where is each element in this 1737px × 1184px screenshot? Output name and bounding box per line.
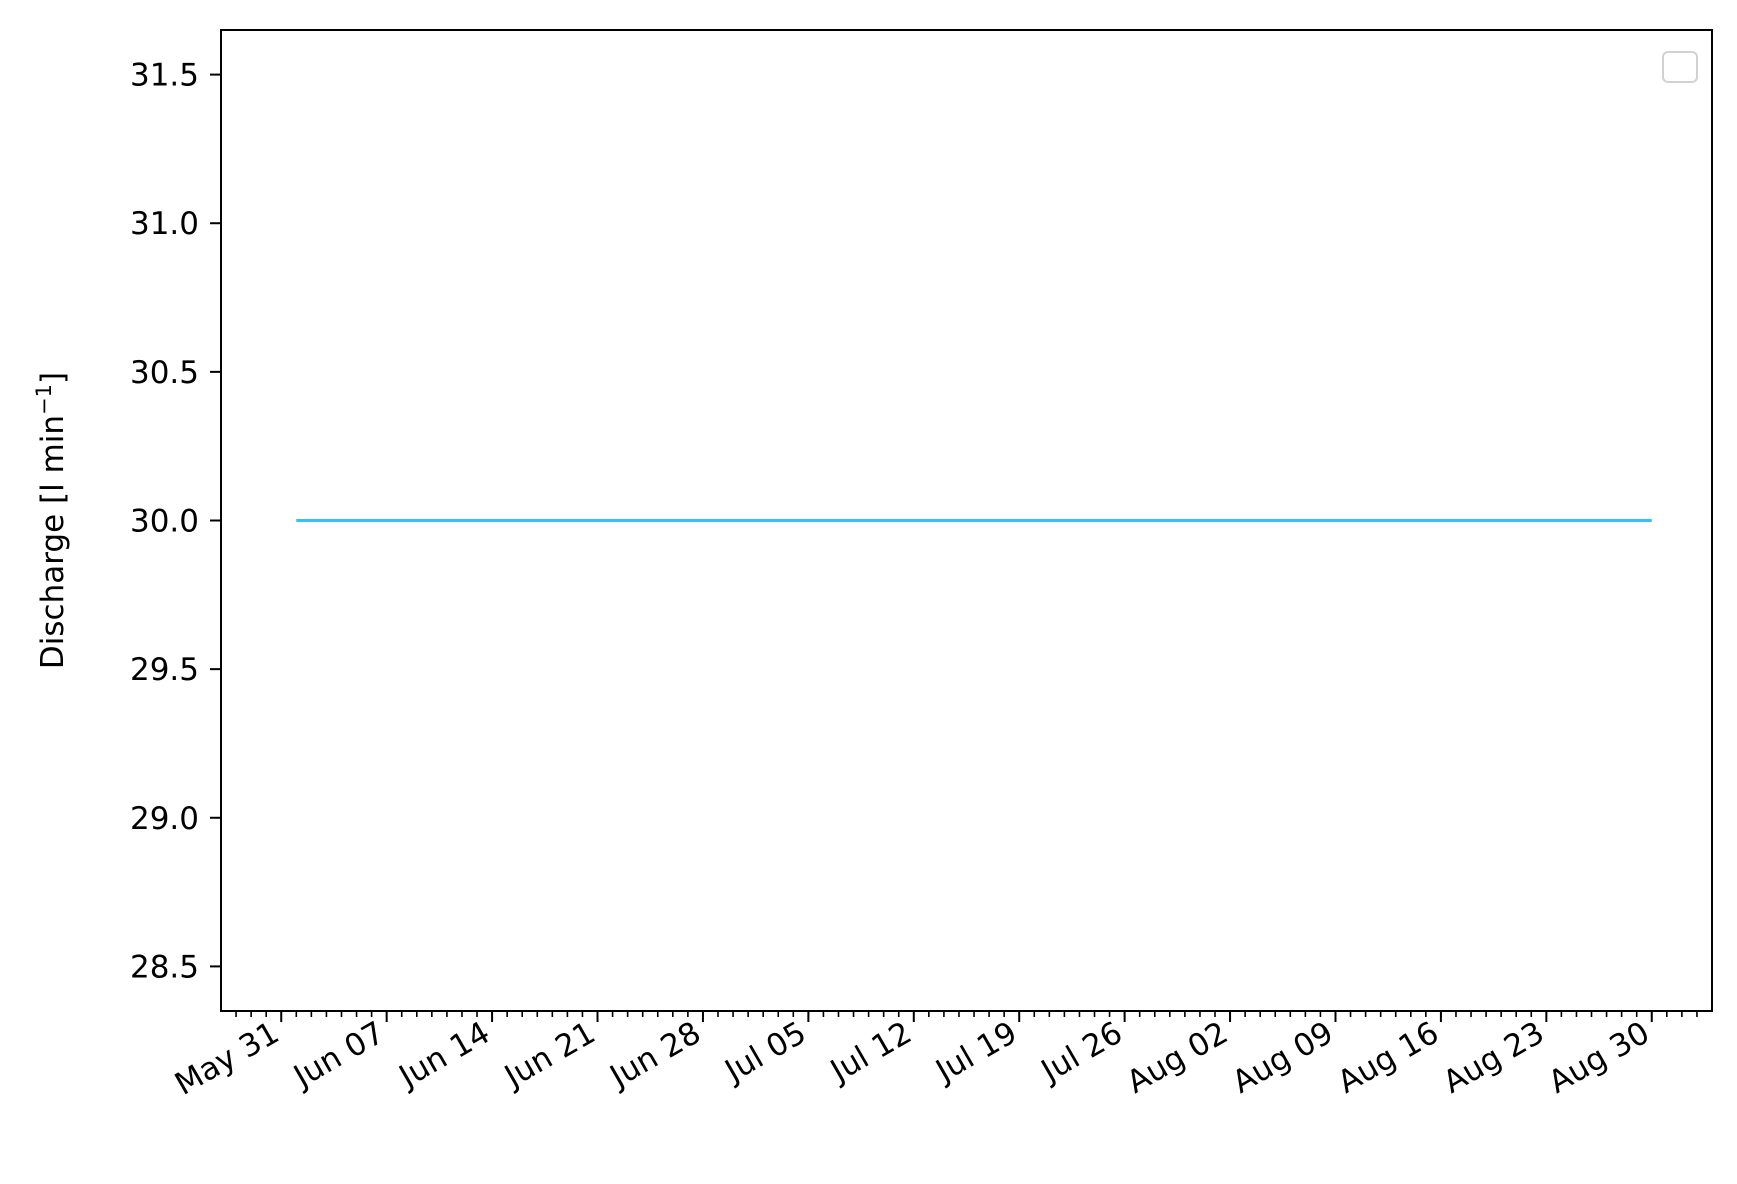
y-tick-label: 31.5 [130, 58, 199, 94]
x-tick-label: Aug 02 [1121, 1015, 1234, 1101]
x-tick-label: Jun 07 [286, 1015, 390, 1096]
x-axis: May 31 Jun 07 Jun 14 Jun 21 Jun 28 Jul 05 Jul … [169, 1011, 1698, 1103]
x-tick-label: May 31 [169, 1015, 285, 1103]
y-axis-label-superscript: −1 [32, 384, 56, 415]
x-tick-label: Jul 05 [718, 1015, 813, 1091]
x-tick-label: Jul 12 [823, 1015, 918, 1091]
y-axis-label-text: Discharge [l min [35, 415, 71, 669]
x-tick-label: Aug 30 [1543, 1015, 1656, 1101]
y-tick-label: 29.0 [130, 801, 199, 837]
y-axis-label-group: Discharge [l min−1] [32, 372, 71, 669]
y-axis-label-close: ] [35, 372, 71, 384]
legend [1662, 51, 1698, 83]
x-tick-label: Jun 14 [392, 1015, 496, 1096]
y-axis-label: Discharge [l min−1] [32, 372, 71, 669]
legend-box [1662, 51, 1698, 83]
y-tick-label: 28.5 [130, 949, 199, 985]
y-tick-label: 30.5 [130, 355, 199, 391]
x-tick-label: Jun 28 [603, 1015, 707, 1096]
y-tick-label: 30.0 [130, 504, 199, 540]
x-tick-label: Aug 23 [1437, 1015, 1550, 1101]
x-tick-label: Jul 19 [928, 1015, 1023, 1091]
y-tick-label: 29.5 [130, 652, 199, 688]
y-axis: 28.5 29.0 29.5 30.0 30.5 31.0 31.5 [130, 58, 221, 985]
x-tick-label: Aug 09 [1226, 1015, 1339, 1101]
x-tick-label: Jun 21 [497, 1015, 601, 1096]
x-tick-label: Aug 16 [1332, 1015, 1445, 1101]
y-tick-label: 31.0 [130, 206, 199, 242]
x-tick-label: Jul 26 [1034, 1015, 1129, 1091]
